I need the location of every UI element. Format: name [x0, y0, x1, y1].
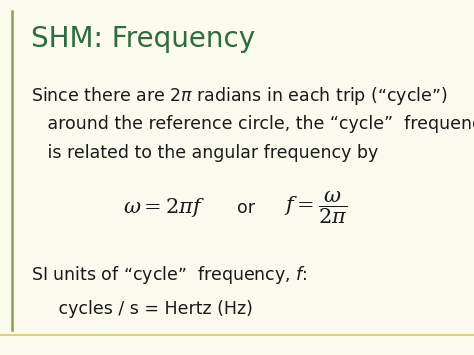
Text: Since there are $2\pi$ radians in each trip (“cycle”): Since there are $2\pi$ radians in each t…: [31, 85, 447, 107]
Text: SI units of “cycle”  frequency, $f$:: SI units of “cycle” frequency, $f$:: [31, 264, 308, 286]
Text: cycles / s = Hertz (Hz): cycles / s = Hertz (Hz): [31, 300, 253, 318]
Text: or: or: [237, 199, 255, 217]
Text: around the reference circle, the “cycle”  frequency: around the reference circle, the “cycle”…: [31, 115, 474, 133]
Text: $\omega = 2\pi f$: $\omega = 2\pi f$: [123, 196, 206, 219]
Text: SHM: Frequency: SHM: Frequency: [31, 25, 255, 53]
Text: $f = \dfrac{\omega}{2\pi}$: $f = \dfrac{\omega}{2\pi}$: [284, 190, 348, 226]
Text: is related to the angular frequency by: is related to the angular frequency by: [31, 144, 378, 162]
